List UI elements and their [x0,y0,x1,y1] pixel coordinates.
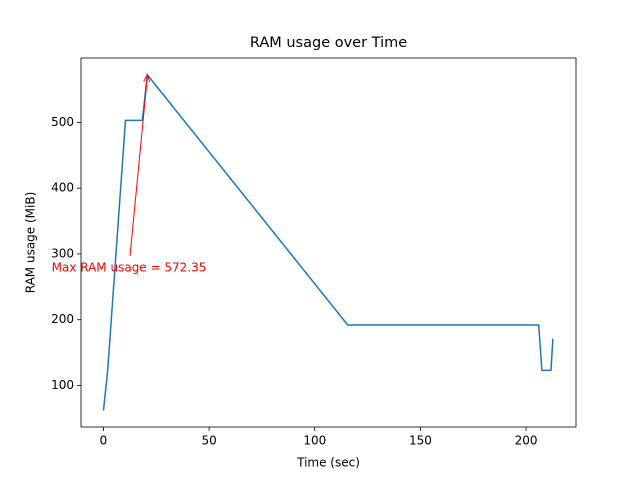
y-tick-label: 500 [51,115,74,129]
chart-title: RAM usage over Time [250,35,407,51]
annotation-arrow [129,76,148,257]
x-tick-label: 0 [100,434,108,448]
line-series [102,72,554,411]
x-tick-label: 50 [201,434,216,448]
y-axis-label: RAM usage (MiB) [24,192,38,294]
x-axis-label: Time (sec) [296,456,360,470]
annotation-text: Max RAM usage = 572.35 [52,261,207,275]
y-tick-label: 300 [51,246,74,260]
plot-frame [80,57,577,428]
annotation-arrowhead [143,74,151,83]
y-tick-label: 400 [51,181,74,195]
x-tick-label: 150 [409,434,432,448]
x-tick-label: 100 [303,434,326,448]
y-tick-label: 100 [51,378,74,392]
y-tick-label: 200 [51,312,74,326]
x-tick-label: 200 [515,434,538,448]
